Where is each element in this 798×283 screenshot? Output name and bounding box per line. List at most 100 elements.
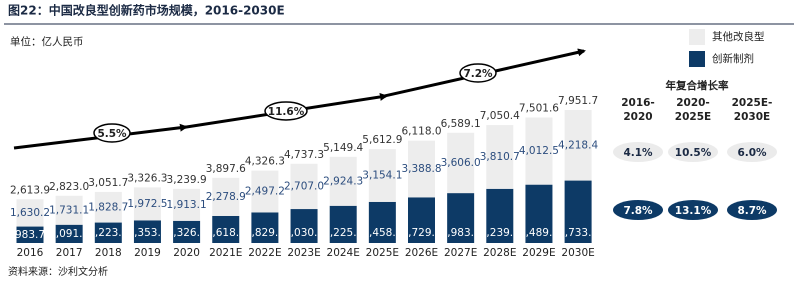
value-label: 2,924.3 xyxy=(323,175,363,187)
x-tick-label: 2018 xyxy=(95,247,122,259)
bar-segment xyxy=(94,222,122,243)
bar-segment xyxy=(368,149,396,202)
value-label: 3,733.3 xyxy=(558,227,598,239)
bar-segment xyxy=(55,195,83,225)
value-label: 2,729.3 xyxy=(401,227,441,239)
growth-label: 11.6% xyxy=(268,106,305,118)
bar-segment xyxy=(290,163,318,210)
bar-segment xyxy=(94,191,122,223)
x-tick-label: 2022E xyxy=(248,247,281,259)
value-label: 1,618.6 xyxy=(206,227,246,239)
value-label: 1,972.5 xyxy=(127,198,167,210)
x-tick-label: 2017 xyxy=(56,247,83,259)
total-label: 6,589.1 xyxy=(441,118,481,130)
total-label: 3,051.7 xyxy=(88,177,128,189)
bar-segment xyxy=(486,125,514,189)
legend-swatch xyxy=(689,29,705,45)
value-label: 2,497.2 xyxy=(245,186,285,198)
legend-swatch xyxy=(689,51,705,67)
value-label: 1,828.7 xyxy=(88,201,128,213)
x-tick-label: 2026E xyxy=(405,247,438,259)
bar-segment xyxy=(251,170,279,213)
growth-badge xyxy=(459,63,497,83)
value-label: 2,278.9 xyxy=(206,191,246,203)
growth-badge xyxy=(264,101,308,121)
bar-segment xyxy=(133,220,161,243)
total-label: 5,149.4 xyxy=(323,142,363,154)
bar-segment xyxy=(408,197,435,243)
total-label: 3,239.9 xyxy=(167,174,207,186)
bar-segment xyxy=(408,140,435,198)
total-label: 3,326.3 xyxy=(127,172,167,184)
plot: 983.7 1,630.2 2,613.9 2016 1,091.9 1,731.1 2,8… xyxy=(10,95,598,259)
value-label: 3,606.0 xyxy=(441,157,481,169)
chart-title: 图22：中国改良型创新药市场规模，2016-2030E xyxy=(8,3,285,18)
column-header: 2025E xyxy=(675,111,711,123)
bar-segment xyxy=(564,110,592,181)
unit-label: 单位：亿人民币 xyxy=(10,35,84,48)
bar-segment xyxy=(525,117,553,185)
value-label: 1,353.8 xyxy=(127,227,167,239)
value-label: 2,225.2 xyxy=(323,227,363,239)
bar-segment xyxy=(329,156,357,206)
total-label: 7,050.4 xyxy=(480,110,520,122)
bar-segment xyxy=(212,177,240,216)
value-label: 1,091.9 xyxy=(49,228,89,240)
x-tick-label: 2023E xyxy=(287,247,320,259)
growth-badge xyxy=(93,123,131,143)
value-label: 1,731.1 xyxy=(49,204,89,216)
cagr-value: 10.5% xyxy=(675,147,712,159)
cagr-value: 6.0% xyxy=(737,147,767,159)
value-label: 1,326.7 xyxy=(167,227,207,239)
value-label: 2,707.0 xyxy=(284,180,324,192)
bar-segment xyxy=(16,199,44,227)
total-label: 4,326.3 xyxy=(245,156,285,168)
bar-segment xyxy=(212,215,240,243)
source: 资料来源：沙利文分析 xyxy=(8,265,108,278)
growth-label: 7.2% xyxy=(463,68,493,80)
bar-segment xyxy=(16,226,44,243)
value-label: 2,983.1 xyxy=(441,227,481,239)
value-label: 1,223.0 xyxy=(88,227,128,239)
cagr-value: 7.8% xyxy=(623,205,653,217)
value-label: 4,012.5 xyxy=(519,145,559,157)
total-label: 7,501.6 xyxy=(519,103,559,115)
growth-label: 5.5% xyxy=(97,128,127,140)
column-header: 2020- xyxy=(676,97,710,109)
bar-segment xyxy=(55,224,83,243)
bar-segment xyxy=(564,180,592,243)
x-tick-label: 2021E xyxy=(209,247,242,259)
legend-label: 创新制剂 xyxy=(712,52,754,65)
bar-segment xyxy=(173,220,201,243)
value-label: 3,154.1 xyxy=(362,169,402,181)
cagr-value: 4.1% xyxy=(623,147,653,159)
column-header: 2016- xyxy=(621,97,655,109)
bar-segment xyxy=(251,212,279,243)
cagr-value: 13.1% xyxy=(675,205,712,217)
bar-segment xyxy=(447,193,475,243)
bar-segment xyxy=(525,184,553,243)
cagr-badge xyxy=(727,142,777,162)
bar-segment xyxy=(173,188,201,221)
total-label: 6,118.0 xyxy=(401,126,441,138)
value-label: 3,489.1 xyxy=(519,227,559,239)
bar-segment xyxy=(133,187,161,221)
x-tick-label: 2028E xyxy=(483,247,516,259)
x-tick-label: 2016 xyxy=(17,247,44,259)
x-tick-label: 2025E xyxy=(366,247,399,259)
total-label: 7,951.7 xyxy=(558,95,598,107)
total-label: 3,897.6 xyxy=(206,163,246,175)
value-label: 2,030.2 xyxy=(284,227,324,239)
bar-segment xyxy=(290,209,318,243)
cagr-badge xyxy=(668,142,718,162)
value-label: 3,810.7 xyxy=(480,151,520,163)
value-label: 2,458.8 xyxy=(362,227,402,239)
bar-segment xyxy=(329,205,357,243)
value-label: 3,239.6 xyxy=(480,227,520,239)
value-label: 1,913.1 xyxy=(167,199,207,211)
x-tick-label: 2027E xyxy=(444,247,477,259)
value-label: 1,829.1 xyxy=(245,227,285,239)
cagr-badge xyxy=(613,200,663,220)
